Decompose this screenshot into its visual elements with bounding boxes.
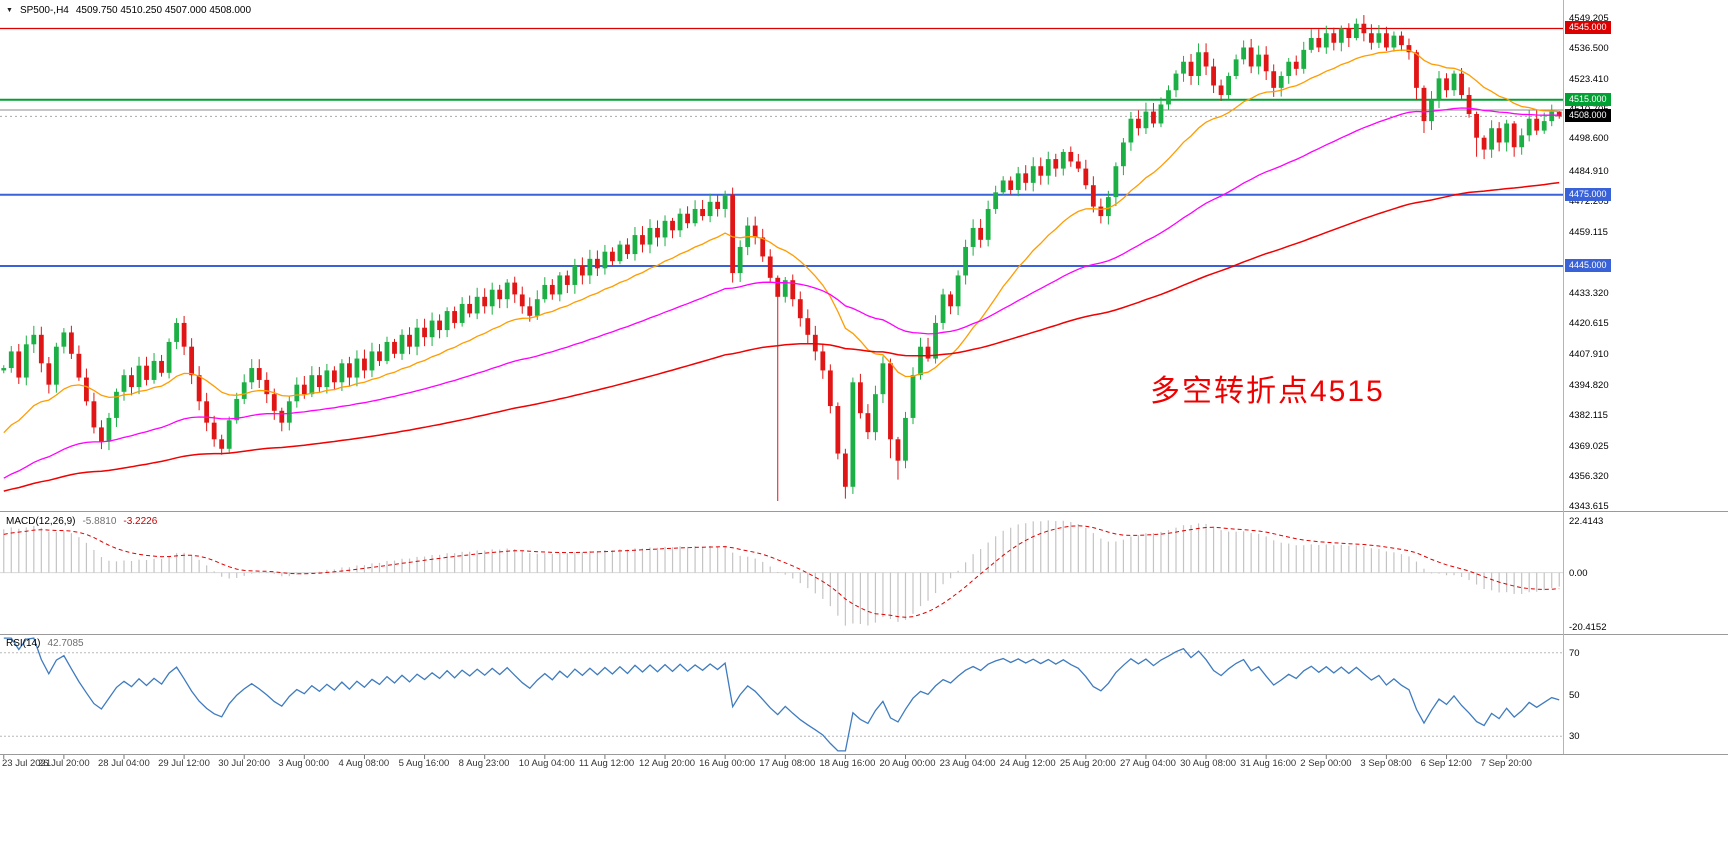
price-badge: 4515.000 [1565,92,1611,106]
time-axis-label: 5 Aug 16:00 [398,758,450,769]
rsi-title-label: RSI(14) [6,638,41,649]
ohlc-values-label: 4509.750 4510.250 4507.000 4508.000 [75,5,252,16]
time-axis-label: 8 Aug 23:00 [458,758,510,769]
time-axis-label: 24 Aug 12:00 [999,758,1056,769]
price-axis-label: 4369.025 [1569,440,1609,452]
price-badge: 4475.000 [1565,187,1611,201]
time-axis-label: 3 Aug 00:00 [278,758,330,769]
price-axis-label: 4394.820 [1569,379,1609,391]
rsi-axis-label: 70 [1569,647,1580,659]
time-axis-label: 4 Aug 08:00 [338,758,390,769]
macd-axis-label: -20.4152 [1569,622,1607,633]
time-axis-label: 2 Sep 00:00 [1300,758,1352,769]
rsi-axis-label: 30 [1569,731,1580,743]
price-badge: 4508.000 [1565,109,1611,123]
time-axis-label: 29 Jul 12:00 [158,758,210,769]
ma-fast-line [3,49,1560,434]
time-axis-label: 16 Aug 00:00 [699,758,756,769]
time-axis-label: 20 Aug 00:00 [879,758,936,769]
time-axis-label: 26 Jul 20:00 [37,758,90,769]
price-axis-label: 4407.910 [1569,348,1609,360]
candles-layer [1,15,1562,502]
macd-signal-line [3,525,1560,618]
price-axis-label: 4523.410 [1569,74,1609,86]
time-axis-label: 27 Aug 04:00 [1119,758,1176,769]
time-axis-label: 10 Aug 04:00 [518,758,575,769]
time-axis-label: 30 Jul 20:00 [218,758,270,769]
time-axis-label: 6 Sep 12:00 [1420,758,1472,769]
time-axis-label: 3 Sep 08:00 [1360,758,1412,769]
time-axis-label: 7 Sep 20:00 [1480,758,1532,769]
macd-main-value: -5.8810 [82,516,117,527]
time-axis-label: 23 Jul 2021 [2,758,52,769]
price-axis-label: 4536.500 [1569,43,1609,55]
symbol-timeframe-label: SP500-,H4 [19,5,69,16]
price-axis-label: 4549.205 [1569,13,1609,24]
macd-axis-label: 0.00 [1569,567,1588,579]
price-axis-label: 4459.115 [1569,226,1608,238]
rsi-line [3,637,1560,752]
price-axis-label: 4498.600 [1569,133,1609,145]
rsi-axis-label: 50 [1569,689,1580,701]
time-axis-label: 31 Aug 16:00 [1240,758,1297,769]
price-badge: 4545.000 [1565,21,1611,35]
price-axis-label: 4356.320 [1569,471,1609,483]
price-axis-label: 4343.615 [1569,501,1609,513]
macd-axis-label: 22.4143 [1569,516,1604,527]
time-axis-label: 12 Aug 20:00 [639,758,696,769]
price-axis-label: 4433.320 [1569,288,1609,300]
chart-symbol-header: ▼ SP500-,H4 4509.750 4510.250 4507.000 4… [6,5,251,16]
rsi-indicator-title: RSI(14) 42.7085 [6,638,84,649]
chart-annotation-text: 多空转折点4515 [1150,375,1385,408]
time-axis-label: 11 Aug 12:00 [578,758,635,769]
macd-histogram [3,520,1560,626]
time-axis-label: 18 Aug 16:00 [819,758,876,769]
time-axis-label: 17 Aug 08:00 [759,758,816,769]
price-axis-label: 4484.910 [1569,165,1609,177]
price-axis-label: 4472.205 [1569,195,1609,207]
chevron-down-icon[interactable]: ▼ [6,6,13,14]
rsi-value: 42.7085 [47,638,84,649]
ma-mid-line [3,107,1560,479]
ma-slow-line [3,181,1560,492]
time-axis-label: 23 Aug 04:00 [939,758,996,769]
price-axis-label: 4382.115 [1569,409,1608,421]
time-axis-label: 25 Aug 20:00 [1059,758,1116,769]
macd-signal-value: -3.2226 [123,516,158,527]
price-badge: 4445.000 [1565,258,1611,272]
time-axis-label: 30 Aug 08:00 [1180,758,1237,769]
macd-indicator-title: MACD(12,26,9) -5.8810 -3.2226 [6,516,157,527]
macd-title-label: MACD(12,26,9) [6,516,76,527]
time-axis-label: 28 Jul 04:00 [97,758,150,769]
price-axis-label: 4420.615 [1569,318,1609,330]
